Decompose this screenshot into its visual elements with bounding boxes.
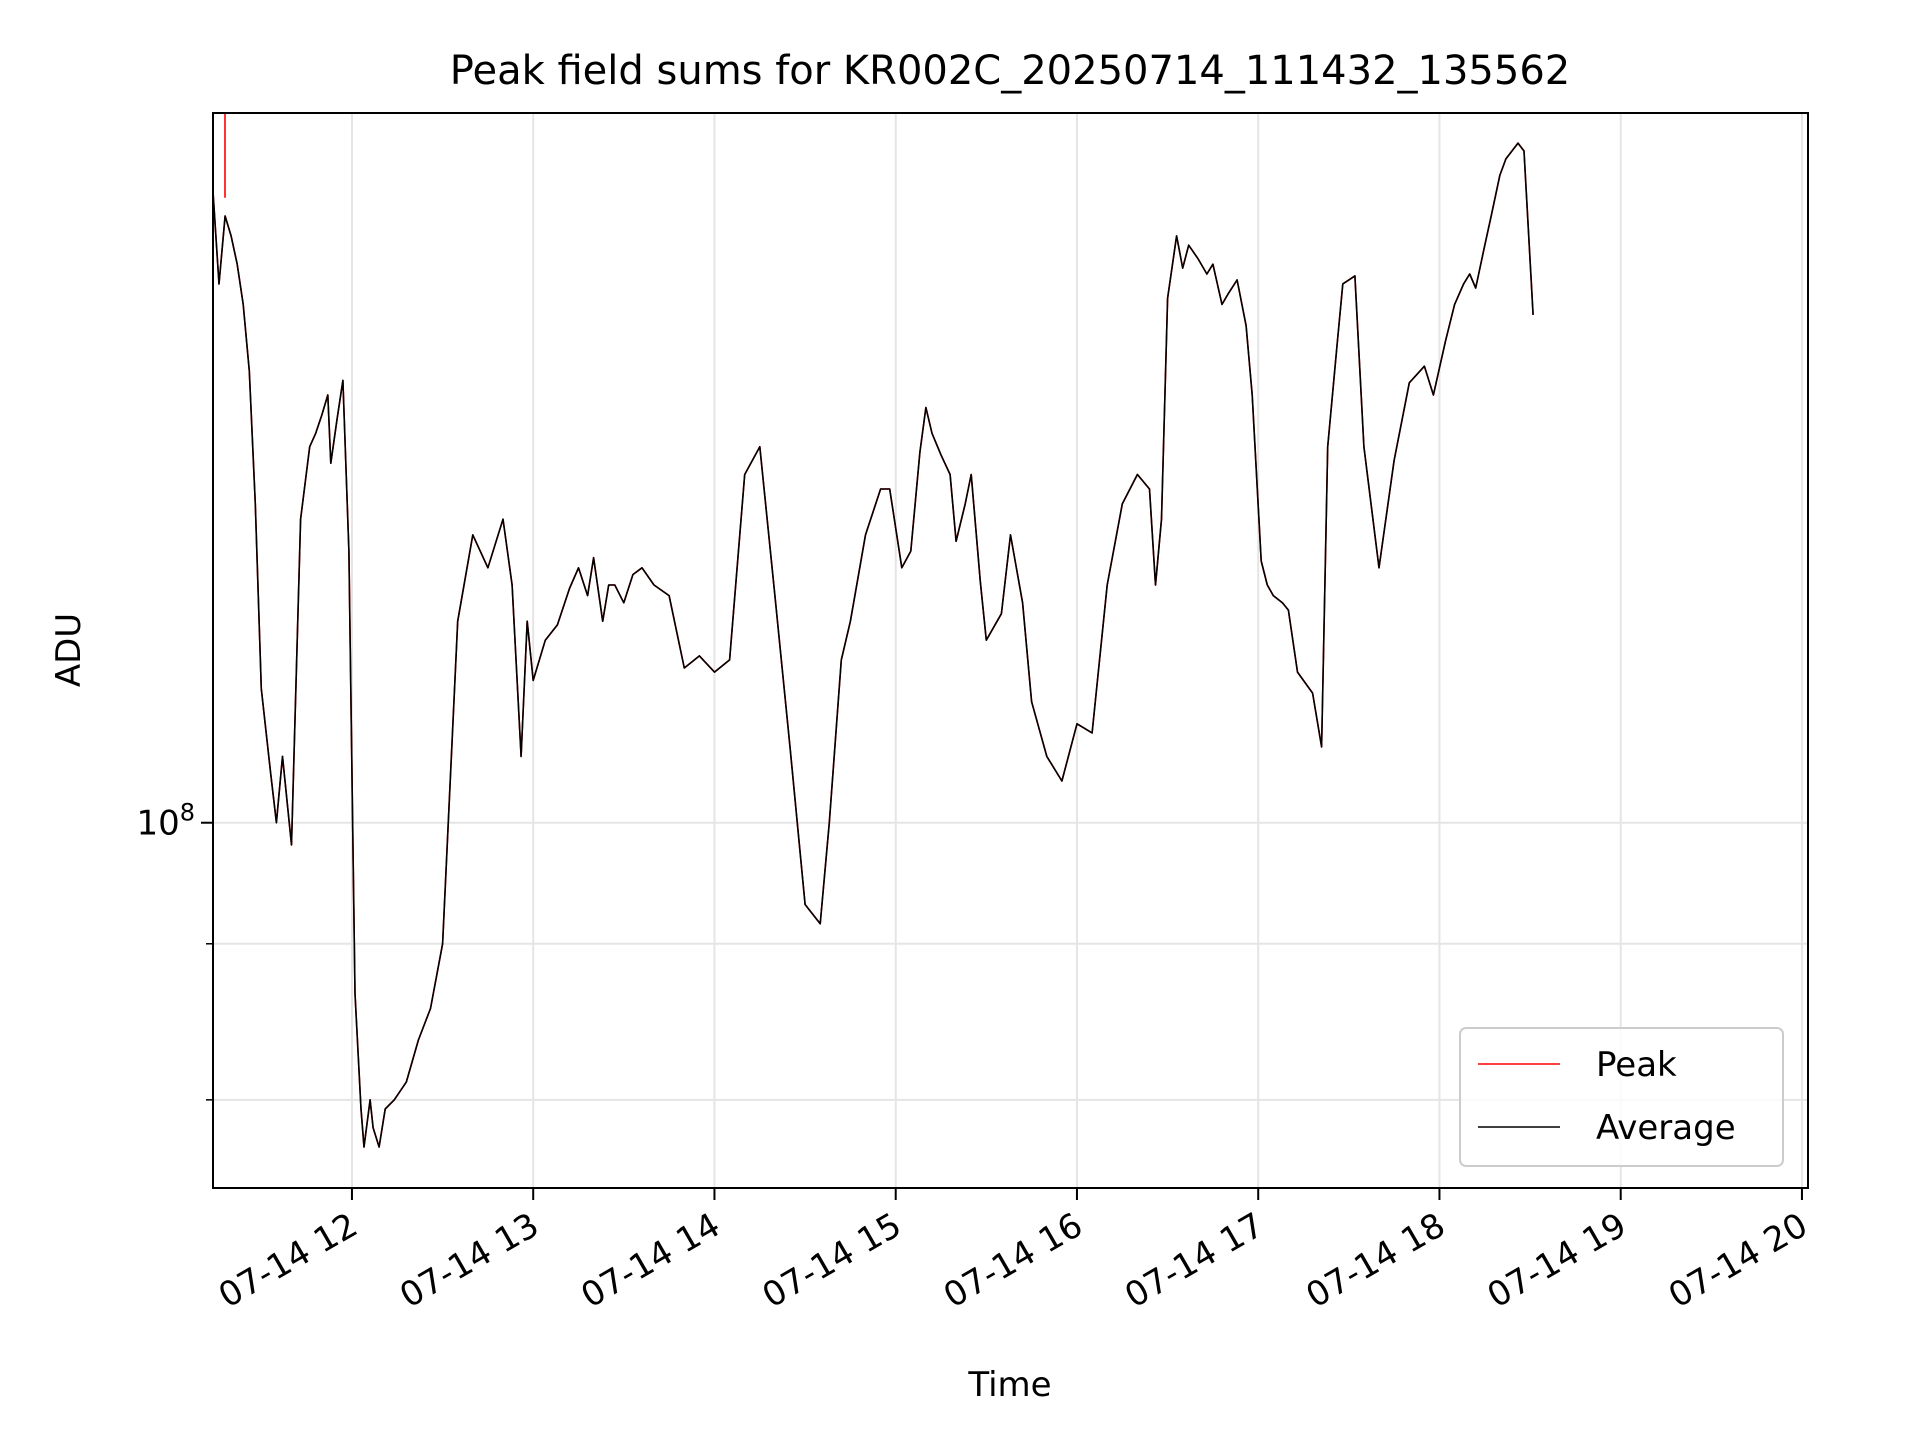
y-axis-label: ADU — [49, 613, 89, 687]
plot-frame — [212, 112, 1809, 1189]
y-axis-ticks: 108 — [136, 799, 213, 1101]
legend-average-label: Average — [1596, 1108, 1736, 1148]
grid-layer — [213, 113, 1808, 1188]
legend: Peak Average — [1459, 1027, 1784, 1167]
series-line-average — [213, 142, 1534, 1148]
legend-peak-label: Peak — [1596, 1045, 1677, 1085]
legend-box — [1459, 1027, 1784, 1167]
x-axis-label: Time — [967, 1365, 1051, 1405]
y-tick-label: 108 — [136, 799, 195, 844]
series-layer — [213, 113, 1534, 1148]
chart-title: Peak field sums for KR002C_20250714_1114… — [450, 48, 1570, 94]
